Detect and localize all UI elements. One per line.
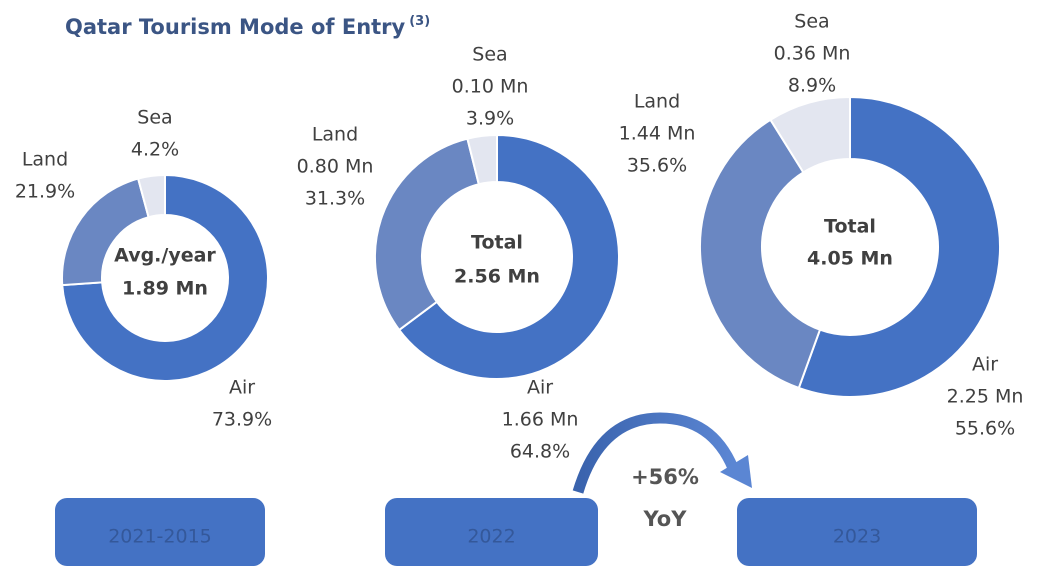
segment-label: 55.6% (955, 418, 1015, 440)
center-label: Total (824, 216, 876, 238)
segment-label: 0.10 Mn (452, 76, 529, 98)
segment-label: 1.66 Mn (502, 409, 579, 431)
period-button (55, 498, 265, 566)
segment-label: 1.44 Mn (619, 123, 696, 145)
segment-label: 0.36 Mn (774, 43, 851, 65)
period-button (385, 498, 598, 566)
donut-segment (769, 95, 851, 174)
center-label: Avg./year (114, 245, 216, 267)
segment-label: 73.9% (212, 409, 272, 431)
segment-label: Sea (472, 44, 507, 66)
center-label: 4.05 Mn (807, 248, 893, 270)
growth-arrow (572, 412, 739, 494)
arrow-head (720, 455, 752, 488)
segment-label: 0.80 Mn (297, 156, 374, 178)
chart-title: Qatar Tourism Mode of Entry (65, 15, 406, 39)
segment-label: 2.25 Mn (947, 386, 1024, 408)
period-label: 2022 (467, 526, 515, 548)
title-note: (3) (409, 14, 430, 29)
segment-label: 4.2% (131, 139, 179, 161)
segment-label: 21.9% (15, 181, 75, 203)
donut-segment (699, 118, 822, 390)
segment-label: Air (527, 377, 553, 399)
segment-label: 64.8% (510, 441, 570, 463)
donut-segment (61, 173, 269, 382)
donut-segment (136, 173, 166, 219)
center-label: 2.56 Mn (454, 266, 540, 288)
segment-label: Land (22, 149, 68, 171)
period-label: 2021-2015 (108, 526, 212, 548)
donut-segment (397, 133, 620, 380)
segment-label: 8.9% (788, 75, 836, 97)
donut-segment (797, 95, 1001, 398)
annotation: +56% (631, 465, 699, 489)
center-label: Total (471, 232, 523, 254)
segment-label: Air (972, 354, 998, 376)
segment-label: Land (312, 124, 358, 146)
segment-label: Land (634, 91, 680, 113)
segment-label: 35.6% (627, 155, 687, 177)
segment-label: 31.3% (305, 188, 365, 210)
center-label: 1.89 Mn (122, 278, 208, 300)
segment-label: 3.9% (466, 108, 514, 130)
title-group: Qatar Tourism Mode of Entry (3) (65, 14, 430, 40)
segment-label: Sea (137, 107, 172, 129)
segment-label: Sea (794, 11, 829, 33)
annotation: YoY (643, 507, 688, 531)
period-button (737, 498, 977, 566)
period-label: 2023 (833, 526, 881, 548)
donut-segment (466, 133, 498, 186)
segment-label: Air (229, 377, 255, 399)
donut-segment (374, 137, 481, 332)
